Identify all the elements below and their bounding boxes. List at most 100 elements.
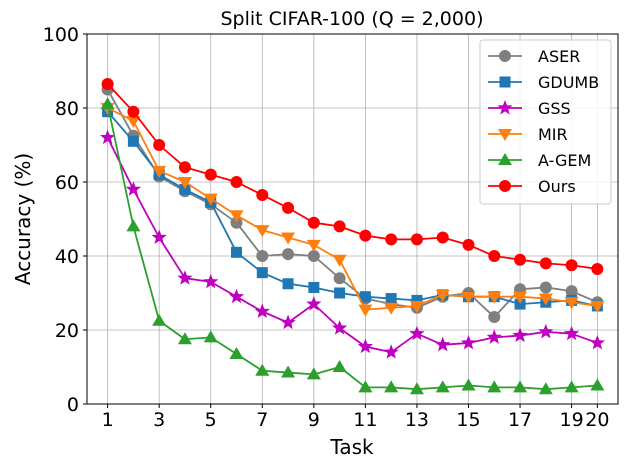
series-gss: [100, 129, 605, 359]
legend-label-ours: Ours: [538, 177, 576, 196]
data-point-a-gem: [513, 380, 528, 393]
x-tick-label: 19: [560, 409, 584, 431]
data-point-gss: [254, 303, 270, 318]
data-point-gdumb: [231, 246, 243, 258]
x-tick-label: 20: [585, 409, 609, 431]
data-point-a-gem: [384, 380, 399, 393]
data-point-a-gem: [332, 360, 347, 372]
data-point-a-gem: [538, 382, 553, 395]
data-point-gss: [486, 329, 502, 344]
data-point-a-gem: [461, 378, 476, 391]
data-point-gss: [280, 314, 296, 330]
data-point-gss: [383, 344, 399, 359]
data-point-gss: [589, 334, 605, 350]
data-point-mir: [152, 165, 167, 178]
data-point-a-gem: [590, 378, 605, 391]
x-tick-label: 3: [153, 409, 165, 431]
data-point-a-gem: [229, 347, 244, 360]
data-point-gdumb: [282, 278, 294, 290]
data-point-a-gem: [100, 97, 115, 110]
legend-marker-ours: [499, 180, 511, 192]
data-point-gss: [563, 325, 580, 341]
data-point-gss: [125, 181, 142, 196]
x-tick-label: 5: [205, 409, 217, 431]
data-point-mir: [461, 291, 476, 304]
data-point-mir: [384, 302, 399, 315]
x-tick-label: 17: [508, 409, 532, 431]
data-point-mir: [306, 239, 321, 252]
legend-item-a-gem: A-GEM: [488, 151, 591, 170]
series-a-gem: [100, 97, 605, 395]
legend-item-gdumb: GDUMB: [488, 73, 599, 92]
legend-label-mir: MIR: [538, 125, 568, 144]
data-point-mir: [513, 291, 528, 304]
legend-item-aser: ASER: [488, 47, 580, 66]
y-axis-label: Accuracy (%): [11, 153, 35, 285]
y-tick-label: 80: [55, 98, 79, 120]
series-line-a-gem: [106, 104, 598, 391]
x-tick-label: 1: [102, 409, 114, 431]
data-point-gdumb: [256, 267, 268, 279]
data-point-ours: [539, 257, 552, 270]
chart-title: Split CIFAR-100 (Q = 2,000): [221, 8, 484, 30]
legend-marker-gss: [497, 100, 513, 115]
data-point-mir: [435, 289, 450, 302]
y-tick-label: 40: [55, 246, 79, 268]
data-point-ours: [256, 188, 269, 201]
data-point-mir: [409, 300, 424, 313]
data-point-mir: [564, 297, 579, 310]
data-point-gss: [203, 273, 219, 289]
data-point-a-gem: [487, 380, 502, 393]
data-point-ours: [488, 250, 501, 262]
legend-label-gss: GSS: [538, 99, 571, 118]
data-point-a-gem: [564, 380, 579, 393]
data-point-gss: [177, 270, 193, 285]
series-line-gss: [106, 137, 598, 354]
y-tick-label: 60: [55, 172, 79, 194]
plot-frame: [86, 33, 619, 405]
data-point-mir: [358, 304, 373, 317]
data-point-ours: [204, 168, 217, 181]
data-point-ours: [127, 105, 140, 118]
legend-label-a-gem: A-GEM: [538, 151, 591, 170]
data-point-mir: [538, 293, 553, 306]
data-point-mir: [590, 300, 605, 313]
data-point-gss: [332, 320, 348, 335]
data-point-a-gem: [409, 382, 424, 395]
data-point-a-gem: [255, 363, 270, 376]
series-group: [100, 77, 605, 395]
data-point-gdumb: [411, 294, 423, 306]
legend-item-gss: GSS: [488, 99, 571, 118]
data-point-gss: [460, 334, 477, 350]
data-point-mir: [177, 177, 192, 189]
data-point-gss: [151, 229, 167, 244]
data-point-a-gem: [281, 365, 296, 378]
data-point-mir: [229, 210, 244, 223]
legend-marker-aser: [499, 50, 511, 62]
data-point-a-gem: [177, 332, 192, 345]
data-point-mir: [126, 115, 141, 128]
data-point-gss: [435, 336, 451, 352]
x-tick-label: 15: [456, 409, 480, 431]
data-point-ours: [565, 259, 578, 272]
data-point-a-gem: [306, 367, 321, 380]
data-point-a-gem: [358, 380, 373, 393]
data-point-ours: [359, 229, 372, 242]
legend-box: [479, 39, 612, 205]
data-point-ours: [591, 262, 604, 275]
data-point-gdumb: [308, 281, 320, 293]
x-tick-label: 13: [405, 409, 429, 431]
data-point-gss: [409, 325, 425, 341]
data-point-aser: [282, 248, 295, 261]
data-point-gdumb: [359, 291, 371, 303]
data-point-ours: [178, 161, 191, 174]
legend-item-mir: MIR: [488, 125, 568, 144]
data-point-gdumb: [179, 183, 191, 195]
data-point-aser: [230, 216, 243, 229]
data-point-gss: [538, 323, 554, 339]
data-point-ours: [282, 201, 295, 214]
data-point-aser: [488, 311, 501, 324]
x-tick-label: 9: [308, 409, 320, 431]
